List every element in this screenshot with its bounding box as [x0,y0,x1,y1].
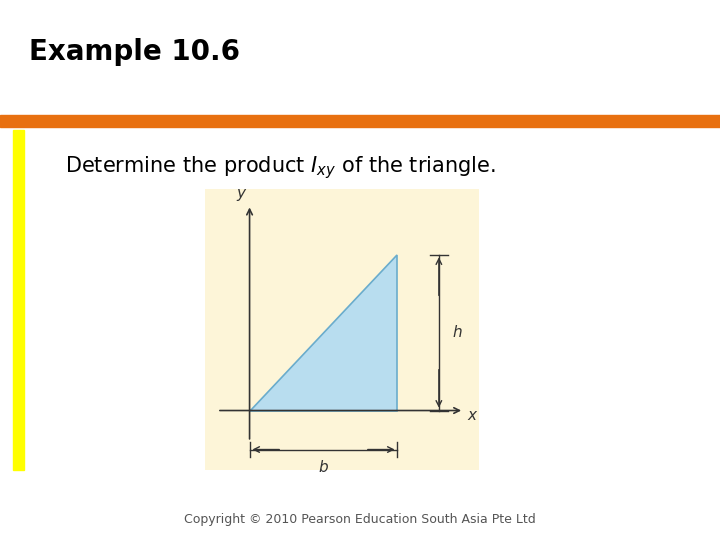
Text: Determine the product $I_{xy}$ of the triangle.: Determine the product $I_{xy}$ of the tr… [65,154,495,181]
Bar [0,115,720,127]
Text: y: y [236,186,246,201]
Text: Example 10.6: Example 10.6 [29,38,240,66]
Polygon shape [250,254,397,410]
Text: x: x [467,408,476,423]
Bar [13,130,24,470]
Text: Copyright © 2010 Pearson Education South Asia Pte Ltd: Copyright © 2010 Pearson Education South… [184,514,536,526]
Text: h: h [452,325,462,340]
Text: b: b [319,461,328,475]
